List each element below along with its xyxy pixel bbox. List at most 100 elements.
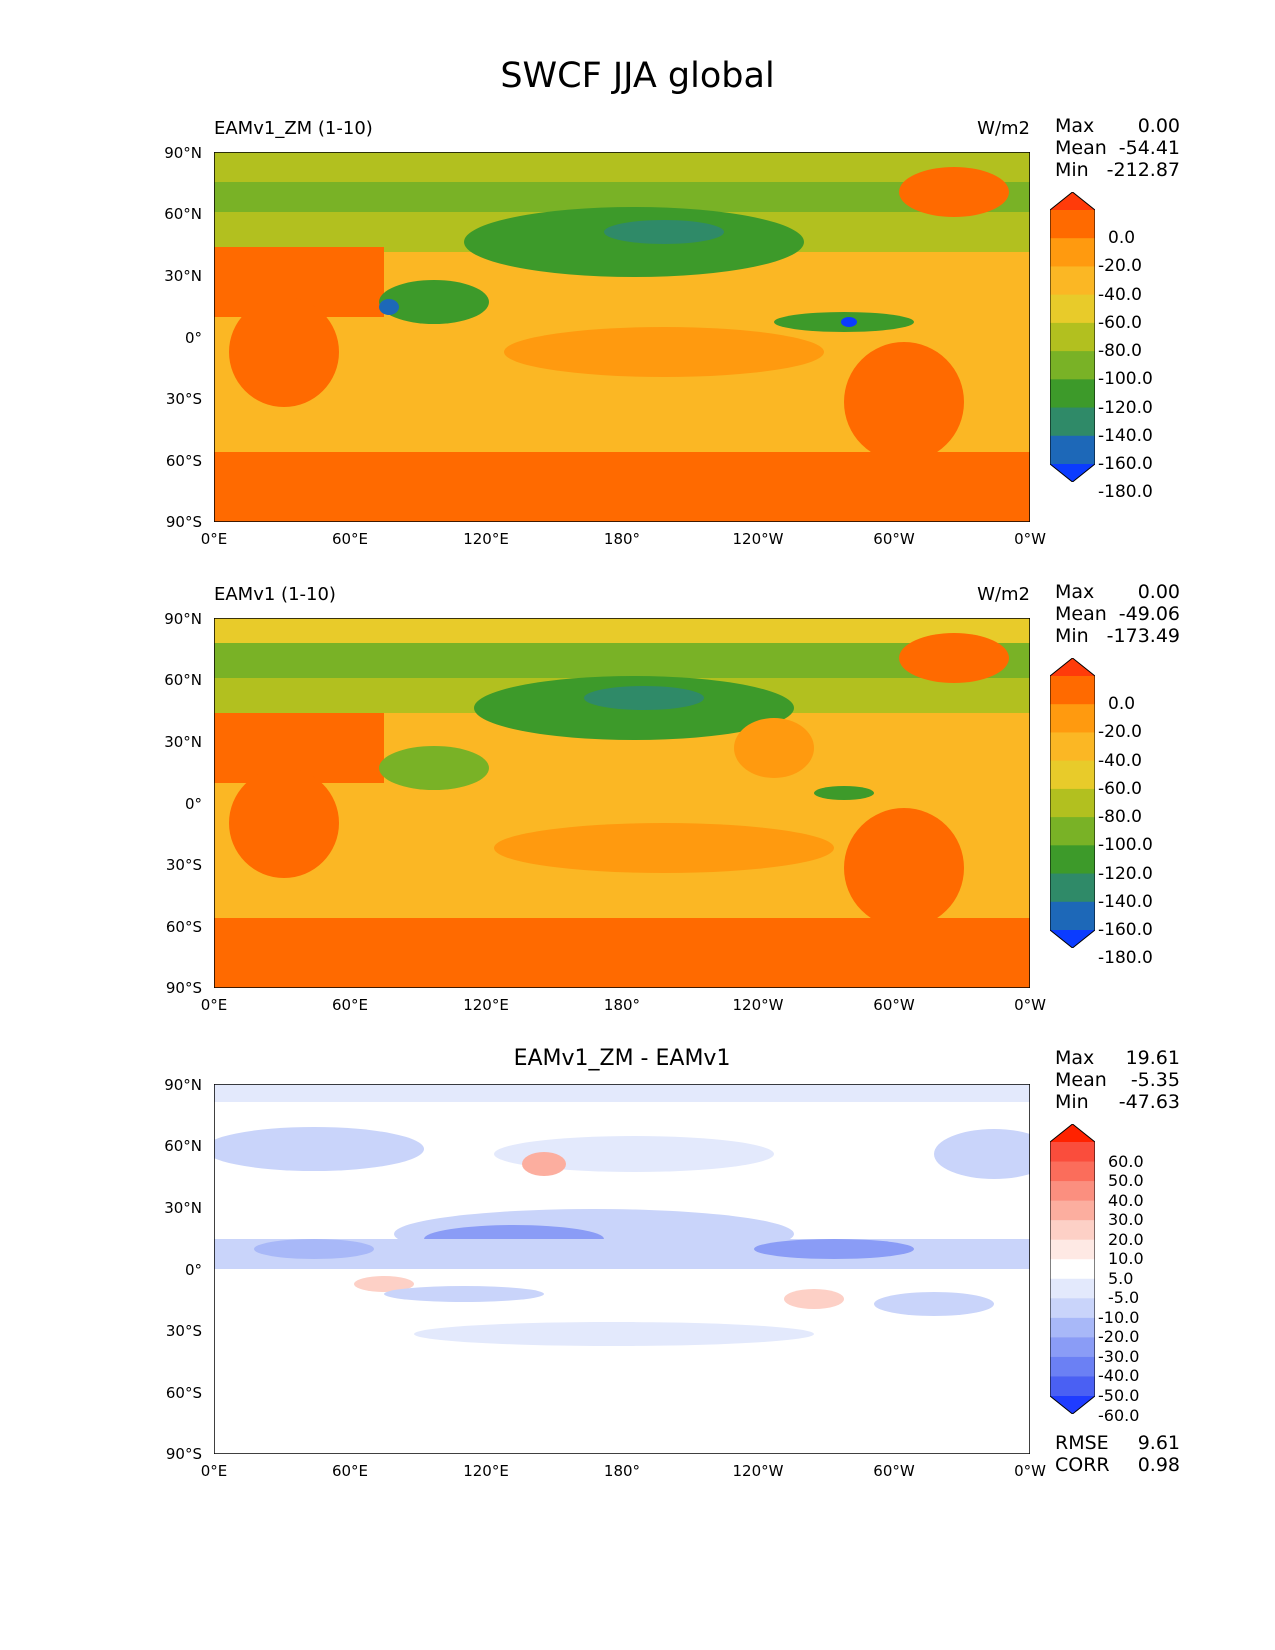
- colorbar-bin: [1050, 1239, 1095, 1260]
- colorbar-label: -20.0: [1098, 1327, 1140, 1347]
- max-value: 19.61: [1125, 1047, 1180, 1069]
- colorbar-label: -120.0: [1098, 863, 1153, 884]
- colorbar-label: -100.0: [1098, 369, 1153, 390]
- x-tick: 0°E: [200, 1462, 228, 1480]
- colorbar-bin: [1050, 817, 1095, 846]
- colorbar-extend-bottom: [1050, 1396, 1095, 1414]
- y-tick: 60°S: [165, 918, 202, 936]
- x-tick: 120°E: [463, 1462, 509, 1480]
- rmse-label: RMSE: [1055, 1432, 1109, 1454]
- panel-title: EAMv1 (1-10): [214, 584, 336, 605]
- colorbar-bin: [1050, 1278, 1095, 1299]
- colorbar-label: -120.0: [1098, 397, 1153, 418]
- y-tick: 90°S: [165, 1445, 202, 1463]
- panel-units: W/m2: [977, 118, 1030, 139]
- x-tick: 180°: [603, 1462, 641, 1480]
- max-value: 0.00: [1137, 581, 1180, 603]
- colorbar-extend-top: [1050, 1124, 1095, 1142]
- colorbar-bin: [1050, 676, 1095, 705]
- colorbar-bin: [1050, 435, 1095, 465]
- rmse-value: 9.61: [1137, 1432, 1180, 1454]
- y-tick: 90°S: [165, 513, 202, 531]
- colorbar-bin: [1050, 1376, 1095, 1397]
- x-tick: 0°E: [200, 530, 228, 548]
- mean-value: -49.06: [1118, 603, 1180, 625]
- colorbar-label: -100.0: [1098, 835, 1153, 856]
- colorbar-label: -60.0: [1098, 778, 1142, 799]
- min-value: -212.87: [1106, 159, 1180, 181]
- colorbar-bin: [1050, 732, 1095, 762]
- max-label: Max: [1055, 115, 1095, 137]
- colorbar-label: 60.0: [1108, 1151, 1144, 1171]
- colorbar-bin: [1050, 379, 1095, 409]
- figure-title: SWCF JJA global: [500, 56, 775, 96]
- min-label: Min: [1055, 625, 1089, 647]
- metrics-box: RMSE 9.61 CORR 0.98: [1055, 1432, 1180, 1476]
- colorbar-bin: [1050, 1356, 1095, 1377]
- panel-difference: EAMv1_ZM - EAMv1 Max 19.61 Mean -5.35 Min -…: [0, 1042, 1275, 1512]
- x-tick: 60°E: [331, 1462, 369, 1480]
- mean-value: -54.41: [1118, 137, 1180, 159]
- colorbar-label: -20.0: [1098, 256, 1142, 277]
- x-tick: 60°W: [873, 996, 915, 1014]
- colorbar-label: -5.0: [1108, 1288, 1140, 1308]
- colorbar-bin: [1050, 704, 1095, 733]
- colorbar-label: -10.0: [1098, 1307, 1140, 1327]
- colorbar-label: -160.0: [1098, 920, 1153, 940]
- colorbar-label: -20.0: [1098, 722, 1142, 743]
- colorbar-bin: [1050, 1259, 1095, 1280]
- map-plot: [214, 152, 1030, 522]
- y-tick: 60°N: [164, 671, 202, 689]
- y-tick: 30°S: [165, 856, 202, 874]
- colorbar-label: 30.0: [1108, 1210, 1144, 1230]
- x-tick: 120°E: [463, 530, 509, 548]
- colorbar-bin: [1050, 788, 1095, 818]
- colorbar-label: 40.0: [1108, 1190, 1144, 1210]
- colorbar-extend-bottom: [1050, 464, 1095, 482]
- y-tick: 90°N: [164, 1076, 202, 1094]
- colorbar-label: 20.0: [1108, 1229, 1144, 1249]
- colorbar-bin: [1050, 266, 1095, 296]
- y-tick: 60°N: [164, 1137, 202, 1155]
- x-tick: 60°W: [873, 530, 915, 548]
- colorbar-bin: [1050, 901, 1095, 931]
- colorbar-bin: [1050, 1337, 1095, 1358]
- colorbar-bin: [1050, 294, 1095, 324]
- stats-box: Max 0.00 Mean -49.06 Min -173.49: [1055, 581, 1180, 647]
- colorbar-label: -140.0: [1098, 891, 1153, 912]
- colorbar-label: -60.0: [1098, 312, 1142, 333]
- colorbar: [1050, 192, 1095, 482]
- map-plot: [214, 1084, 1030, 1454]
- corr-label: CORR: [1055, 1454, 1110, 1476]
- y-tick: 0°: [184, 1261, 202, 1279]
- x-tick: 120°W: [732, 530, 784, 548]
- colorbar-bin: [1050, 1298, 1095, 1319]
- colorbar-bin: [1050, 873, 1095, 903]
- min-value: -173.49: [1106, 625, 1180, 647]
- y-tick: 90°N: [164, 144, 202, 162]
- colorbar-bin: [1050, 1220, 1095, 1241]
- x-tick: 180°: [603, 530, 641, 548]
- colorbar-extend-top: [1050, 658, 1095, 676]
- y-tick: 60°S: [165, 1384, 202, 1402]
- y-tick: 60°N: [164, 205, 202, 223]
- min-label: Min: [1055, 159, 1089, 181]
- min-value: -47.63: [1118, 1091, 1180, 1113]
- x-tick: 60°E: [331, 530, 369, 548]
- colorbar-label: -30.0: [1098, 1346, 1140, 1366]
- x-tick: 60°E: [331, 996, 369, 1014]
- mean-value: -5.35: [1130, 1069, 1180, 1091]
- max-label: Max: [1055, 581, 1095, 603]
- colorbar-label: -60.0: [1098, 1405, 1140, 1425]
- colorbar-bin: [1050, 1181, 1095, 1202]
- colorbar: [1050, 1124, 1095, 1414]
- x-tick: 0°W: [1014, 996, 1046, 1014]
- x-tick: 120°E: [463, 996, 509, 1014]
- stats-box: Max 0.00 Mean -54.41 Min -212.87: [1055, 115, 1180, 181]
- max-label: Max: [1055, 1047, 1095, 1069]
- colorbar-label: 0.0: [1108, 694, 1136, 715]
- max-value: 0.00: [1137, 115, 1180, 137]
- colorbar-bin: [1050, 1200, 1095, 1221]
- colorbar-label: -40.0: [1098, 750, 1142, 771]
- mean-label: Mean: [1055, 603, 1107, 625]
